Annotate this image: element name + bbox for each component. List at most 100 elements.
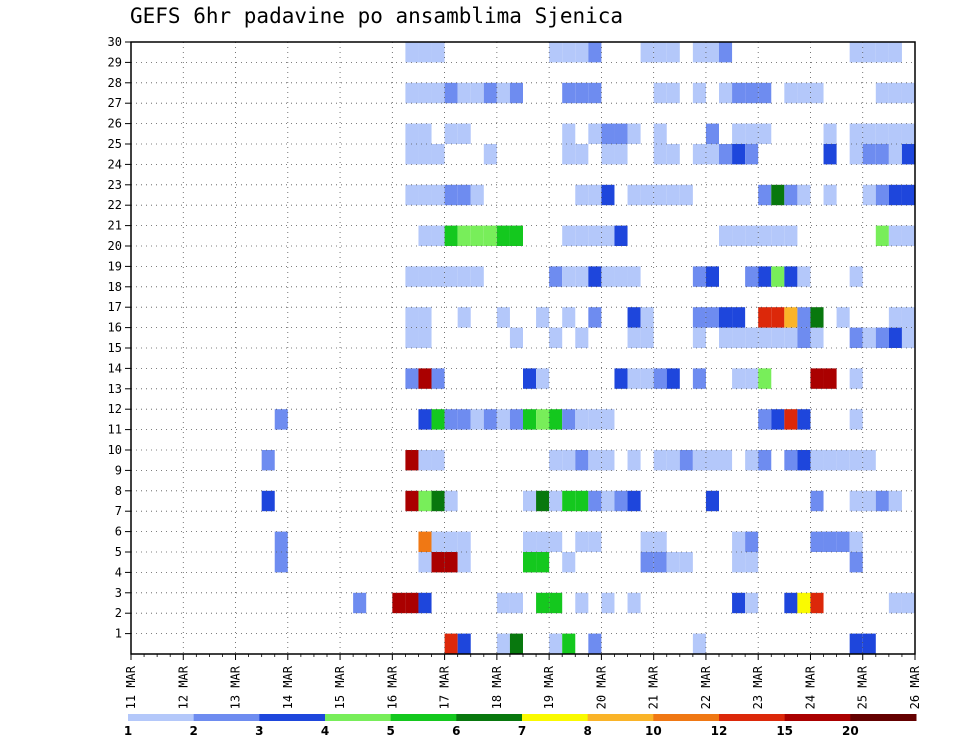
- heatmap-cell: [705, 123, 719, 144]
- colorbar-swatch: [587, 714, 654, 721]
- x-tick-label: 13 MAR: [229, 665, 243, 709]
- heatmap-cell: [862, 327, 876, 348]
- heatmap-cell: [797, 592, 811, 614]
- heatmap-cell: [849, 368, 863, 389]
- heatmap-cell: [405, 592, 419, 614]
- heatmap-cell: [614, 266, 628, 287]
- heatmap-cell: [627, 368, 641, 389]
- heatmap-cell: [483, 82, 497, 104]
- heatmap-cell: [575, 144, 589, 165]
- heatmap-cell: [875, 490, 889, 512]
- heatmap-cell: [758, 327, 772, 348]
- heatmap-cell: [536, 307, 550, 328]
- heatmap-cell: [601, 592, 615, 614]
- colorbar-label: 10: [645, 724, 662, 738]
- heatmap-cell: [431, 450, 445, 471]
- heatmap-cell: [575, 82, 589, 104]
- heatmap-cell: [705, 450, 719, 471]
- heatmap-cell: [771, 266, 785, 287]
- heatmap-cell: [627, 307, 641, 328]
- heatmap-cell: [536, 592, 550, 614]
- heatmap-cell: [444, 633, 458, 654]
- colorbar-label: 1: [124, 724, 132, 738]
- colorbar-label: 4: [321, 724, 329, 738]
- heatmap-cell: [810, 490, 824, 512]
- heatmap-cell: [810, 592, 824, 614]
- x-tick-label: 19 MAR: [542, 665, 556, 709]
- heatmap-cell: [797, 184, 811, 206]
- heatmap-cell: [797, 327, 811, 348]
- heatmap-cell: [719, 82, 733, 104]
- heatmap-cell: [418, 409, 432, 430]
- heatmap-cell: [758, 409, 772, 430]
- heatmap-cell: [692, 307, 706, 328]
- heatmap-cell: [705, 144, 719, 165]
- heatmap-cell: [784, 592, 798, 614]
- heatmap-cell: [666, 184, 680, 206]
- heatmap-cell: [549, 327, 563, 348]
- heatmap-cell: [627, 490, 641, 512]
- y-tick-label: 1: [115, 627, 122, 641]
- heatmap-cell: [692, 450, 706, 471]
- heatmap-cell: [627, 184, 641, 206]
- heatmap-cell: [745, 225, 759, 246]
- heatmap-cell: [614, 368, 628, 389]
- x-tick-label: 16 MAR: [385, 665, 399, 709]
- heatmap-cell: [418, 450, 432, 471]
- heatmap-cell: [745, 123, 759, 144]
- heatmap-cell: [875, 123, 889, 144]
- y-tick-label: 7: [115, 504, 122, 518]
- heatmap-cell: [444, 266, 458, 287]
- heatmap-cell: [784, 266, 798, 287]
- heatmap-cell: [457, 409, 471, 430]
- heatmap-cell: [849, 633, 863, 654]
- heatmap-cell: [483, 225, 497, 246]
- heatmap-cell: [732, 123, 746, 144]
- heatmap-cell: [431, 225, 445, 246]
- heatmap-cell: [431, 409, 445, 430]
- heatmap-cell: [588, 266, 602, 287]
- heatmap-cell: [418, 225, 432, 246]
- heatmap-cell: [431, 368, 445, 389]
- x-tick-label: 21 MAR: [647, 665, 661, 709]
- heatmap-cell: [875, 82, 889, 104]
- heatmap-cell: [679, 184, 693, 206]
- heatmap-cell: [405, 307, 419, 328]
- heatmap-cell: [614, 144, 628, 165]
- y-tick-label: 15: [108, 341, 122, 355]
- heatmap-cell: [483, 144, 497, 165]
- colorbar-label: 20: [842, 724, 859, 738]
- heatmap-cell: [810, 327, 824, 348]
- heatmap-cell: [405, 123, 419, 144]
- heatmap-cell: [549, 42, 563, 63]
- heatmap-cell: [353, 592, 367, 614]
- heatmap-cell: [405, 42, 419, 63]
- heatmap-cell: [810, 450, 824, 471]
- colorbar-swatch: [325, 714, 392, 721]
- heatmap-cell: [732, 327, 746, 348]
- colorbar-label: 2: [189, 724, 197, 738]
- y-tick-label: 24: [108, 157, 122, 171]
- heatmap-cell: [745, 592, 759, 614]
- heatmap-cell: [640, 327, 654, 348]
- heatmap-cell: [601, 225, 615, 246]
- heatmap-cell: [588, 633, 602, 654]
- heatmap-cell: [418, 82, 432, 104]
- heatmap-cell: [653, 144, 667, 165]
- heatmap-cell: [810, 531, 824, 552]
- x-tick-label: 11 MAR: [124, 665, 138, 709]
- heatmap-cell: [862, 450, 876, 471]
- heatmap-cell: [719, 144, 733, 165]
- heatmap-cell: [601, 409, 615, 430]
- heatmap-cell: [588, 225, 602, 246]
- y-tick-label: 23: [108, 178, 122, 192]
- y-tick-label: 5: [115, 545, 122, 559]
- heatmap-cell: [745, 327, 759, 348]
- y-tick-label: 25: [108, 137, 122, 151]
- heatmap-cells: [261, 42, 915, 654]
- colorbar-swatch: [390, 714, 457, 721]
- y-tick-label: 9: [115, 463, 122, 477]
- heatmap-cell: [601, 123, 615, 144]
- heatmap-cell: [849, 531, 863, 552]
- heatmap-cell: [901, 82, 915, 104]
